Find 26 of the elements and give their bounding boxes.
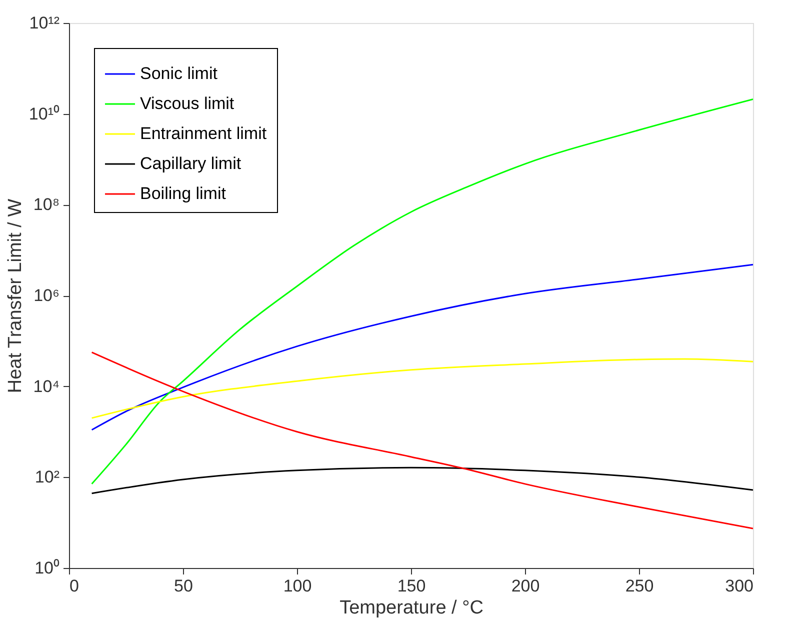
y-tick-label: 10⁸ [33, 195, 60, 214]
legend-label: Capillary limit [140, 154, 242, 173]
y-tick-label: 10¹⁰ [28, 104, 60, 124]
x-tick-label: 0 [70, 576, 79, 596]
line-series [91, 352, 753, 530]
legend-label: Entrainment limit [140, 124, 267, 143]
x-tick-label: 100 [283, 576, 312, 596]
x-tick-label: 250 [625, 576, 654, 596]
x-axis-title: Temperature / °C [340, 598, 484, 618]
y-tick-label: 10⁰ [34, 558, 60, 578]
x-tick-label: 150 [397, 576, 426, 596]
line-series [91, 358, 753, 419]
line-series [91, 98, 753, 485]
line-series [91, 466, 753, 494]
legend-label: Sonic limit [140, 64, 218, 83]
legend-label: Viscous limit [140, 94, 234, 113]
line-series [91, 264, 753, 431]
y-tick-label: 10⁶ [34, 286, 60, 305]
y-tick-label: 10¹² [29, 14, 60, 32]
x-tick-label: 200 [511, 576, 540, 596]
x-tick-label: 300 [725, 576, 754, 596]
y-axis-title: Heat Transfer Limit / W [4, 198, 26, 394]
y-tick-label: 10² [34, 468, 60, 487]
legend-label: Boiling limit [140, 184, 226, 203]
y-tick-label: 10⁴ [33, 376, 60, 396]
x-tick-label: 50 [174, 576, 193, 596]
